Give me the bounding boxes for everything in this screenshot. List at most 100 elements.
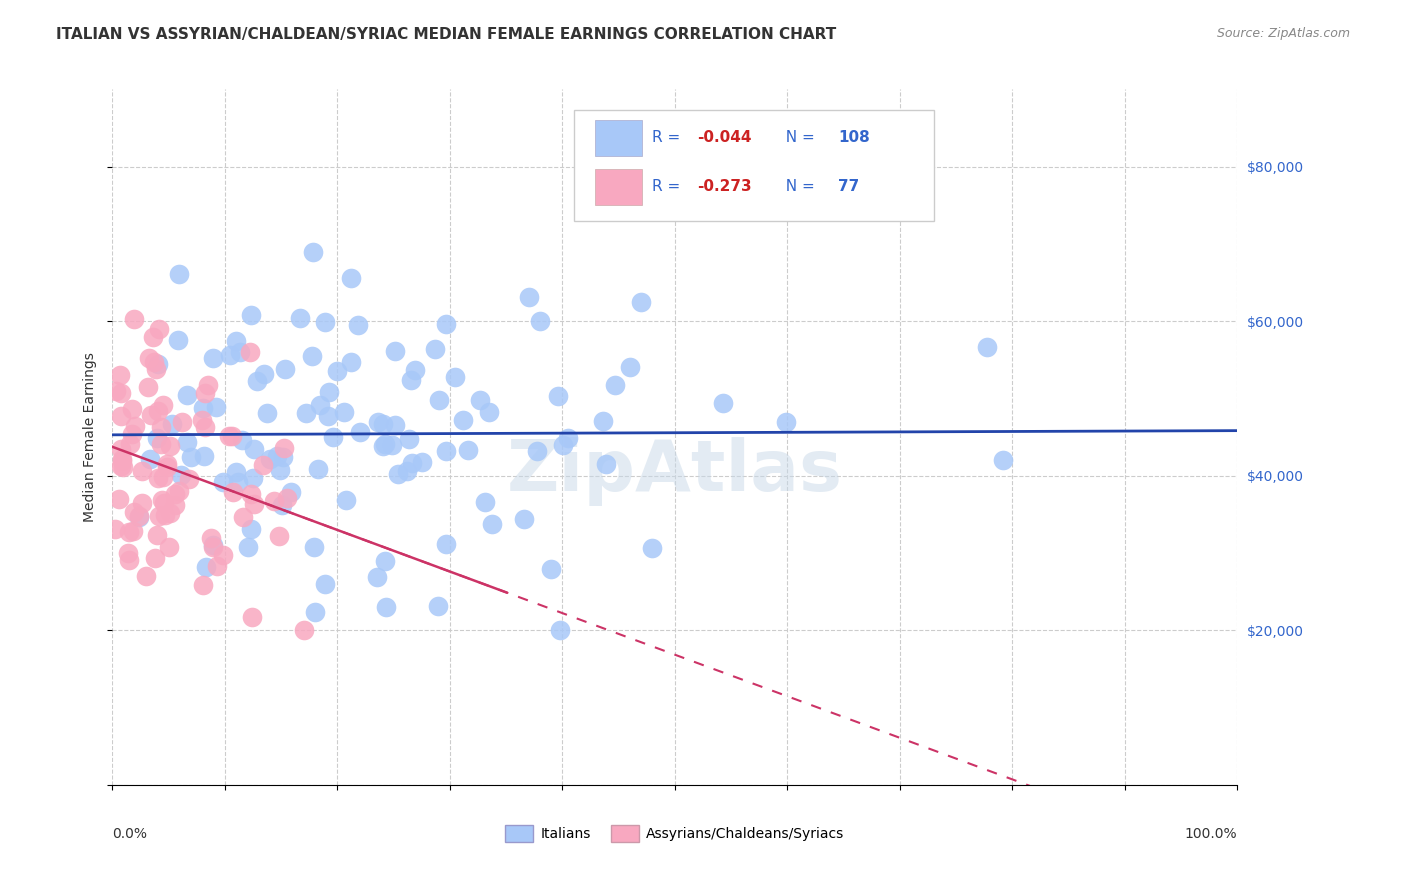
Point (404, 363, 426, 377)
Point (143, 550, 166, 565)
FancyBboxPatch shape (595, 169, 643, 204)
Point (993, 453, 1015, 467)
Point (398, 432, 420, 446)
Point (110, 386, 132, 401)
Point (110, 454, 132, 468)
Point (110, 458, 132, 473)
Y-axis label: Median Female Earnings: Median Female Earnings (83, 352, 97, 522)
Point (384, 417, 406, 432)
Point (308, 398, 330, 412)
Point (145, 362, 167, 376)
Point (340, 354, 363, 368)
Point (517, 290, 540, 304)
Point (426, 599, 449, 613)
Point (176, 434, 198, 449)
Point (153, 496, 176, 510)
Point (540, 562, 562, 576)
Point (314, 315, 336, 329)
Point (131, 496, 153, 510)
Point (595, 457, 617, 471)
Point (304, 605, 326, 619)
Point (211, 475, 233, 490)
Point (152, 492, 174, 507)
Point (205, 401, 228, 415)
Point (481, 517, 503, 532)
Point (384, 343, 406, 358)
Point (374, 554, 396, 568)
Point (122, 504, 145, 518)
Point (529, 314, 551, 328)
Point (111, 459, 134, 474)
Point (243, 497, 266, 511)
Point (108, 491, 131, 506)
Point (128, 508, 150, 523)
Point (605, 377, 627, 392)
Point (273, 441, 295, 455)
Point (143, 355, 166, 369)
Point (468, 392, 491, 407)
Text: N =: N = (776, 130, 820, 145)
Point (547, 389, 569, 403)
Point (197, 378, 219, 392)
Point (148, 321, 170, 335)
Point (401, 456, 423, 470)
Point (121, 401, 143, 416)
Point (411, 454, 433, 468)
Point (138, 351, 160, 366)
Point (280, 485, 302, 500)
Point (117, 545, 139, 559)
Point (381, 438, 404, 452)
Point (423, 343, 446, 357)
Point (110, 409, 132, 424)
Point (292, 624, 315, 638)
Point (263, 494, 285, 508)
Point (131, 464, 153, 478)
Point (128, 510, 150, 524)
Point (118, 436, 141, 450)
Point (159, 439, 181, 453)
Point (221, 429, 243, 443)
Point (229, 345, 252, 359)
Point (176, 388, 198, 402)
Text: Source: ZipAtlas.com: Source: ZipAtlas.com (1216, 27, 1350, 40)
Point (219, 348, 242, 362)
Point (316, 409, 339, 423)
Point (301, 245, 323, 260)
Point (193, 449, 215, 463)
Text: ZipAtlas: ZipAtlas (508, 437, 842, 507)
Point (240, 487, 263, 501)
Point (228, 475, 250, 490)
Point (110, 442, 132, 456)
Point (592, 414, 614, 428)
Point (191, 413, 214, 427)
Point (152, 398, 174, 412)
Point (239, 522, 262, 536)
Point (193, 386, 215, 401)
Text: -0.273: -0.273 (697, 179, 752, 194)
Point (121, 524, 143, 538)
Point (512, 512, 534, 526)
Text: R =: R = (652, 130, 686, 145)
Point (165, 487, 187, 501)
Text: 108: 108 (838, 130, 870, 145)
Point (180, 450, 202, 465)
Point (202, 540, 225, 554)
Point (252, 368, 274, 382)
Point (172, 415, 194, 429)
Point (117, 552, 139, 566)
Point (314, 576, 336, 591)
Point (104, 522, 127, 536)
Point (225, 334, 247, 349)
Point (145, 431, 167, 445)
Point (194, 560, 217, 574)
Point (200, 532, 222, 546)
Point (371, 417, 394, 432)
Point (453, 413, 475, 427)
Text: N =: N = (776, 179, 820, 194)
Point (294, 406, 316, 420)
Point (139, 408, 162, 422)
Point (548, 624, 571, 638)
Point (374, 437, 396, 451)
Point (122, 312, 145, 326)
Point (156, 459, 179, 474)
